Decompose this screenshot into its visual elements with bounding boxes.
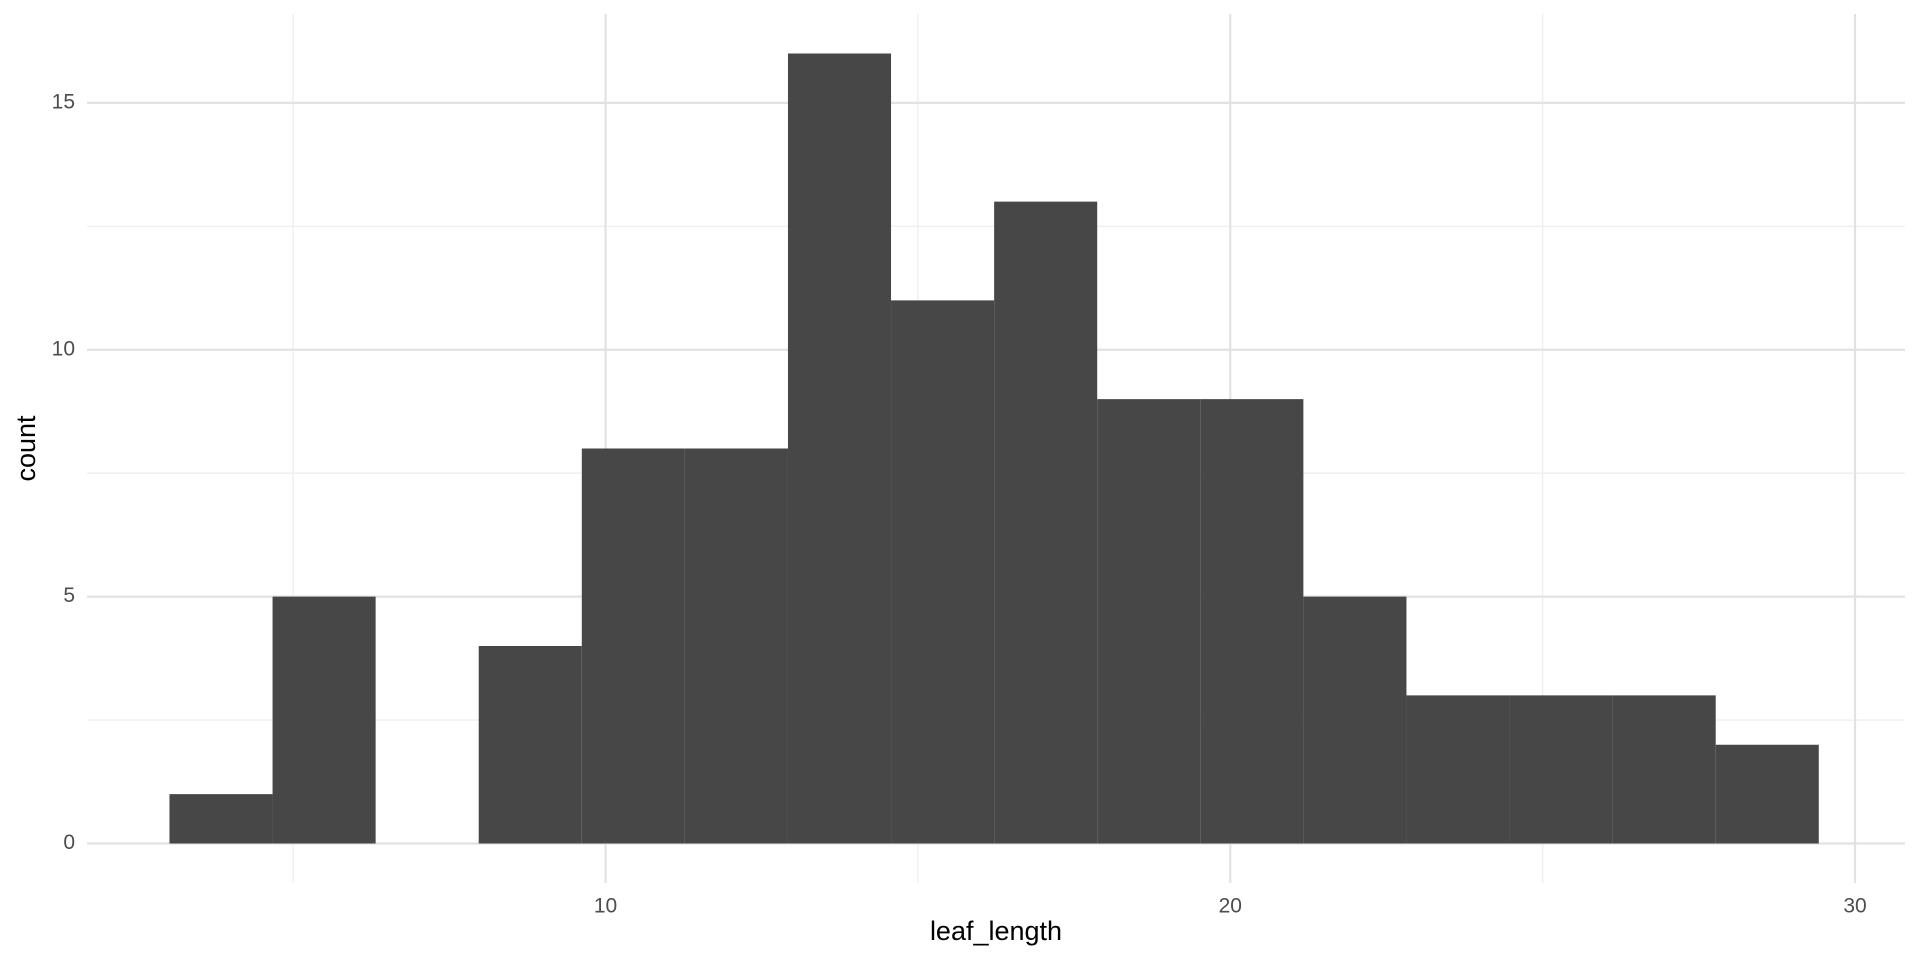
- histogram-bar: [1406, 695, 1510, 844]
- histogram-bar: [1509, 695, 1613, 844]
- y-axis-tick-labels: 0 5 10 15: [52, 90, 75, 854]
- y-tick-label: 15: [52, 90, 75, 113]
- histogram-bar: [478, 646, 582, 844]
- x-tick-label: 20: [1219, 895, 1242, 918]
- histogram-bar: [581, 448, 685, 844]
- histogram-bar: [1097, 399, 1201, 844]
- histogram-bar: [272, 596, 376, 844]
- y-tick-label: 5: [63, 584, 75, 607]
- x-axis-title: leaf_length: [930, 916, 1062, 946]
- histogram-bar: [1715, 744, 1819, 844]
- x-tick-label: 10: [594, 895, 617, 918]
- histogram-bar: [684, 448, 788, 844]
- histogram-bars: [169, 53, 1819, 844]
- histogram-bar: [1200, 399, 1304, 844]
- x-axis-tick-labels: 10 20 30: [594, 895, 1867, 918]
- histogram-bar: [787, 53, 892, 844]
- x-tick-label: 30: [1843, 895, 1866, 918]
- y-tick-label: 10: [52, 337, 75, 360]
- histogram-bar: [1612, 695, 1716, 844]
- histogram-bar: [891, 300, 995, 844]
- y-axis-title: count: [11, 415, 41, 482]
- histogram-bar: [169, 794, 273, 844]
- y-tick-label: 0: [63, 831, 75, 854]
- histogram-bar: [1303, 596, 1407, 844]
- histogram-bar: [994, 201, 1098, 844]
